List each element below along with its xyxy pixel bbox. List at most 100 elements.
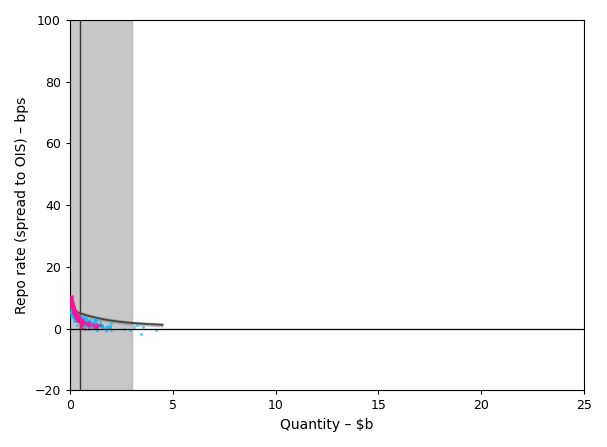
Point (66, 296, 76, 304)
Point (72, 315, 81, 322)
Point (78, 320, 88, 327)
Point (68, 311, 78, 318)
Point (119, 325, 129, 333)
Point (67, 301, 77, 308)
Point (68, 299, 78, 307)
Point (69, 305, 79, 312)
Point (73, 314, 83, 321)
Point (66, 298, 76, 305)
Point (75, 318, 85, 325)
Point (68, 303, 78, 310)
Point (75, 317, 85, 324)
Point (71, 315, 81, 322)
Point (67, 302, 77, 309)
Point (68, 300, 78, 308)
Point (80, 325, 90, 332)
Point (70, 309, 80, 316)
Point (66, 308, 76, 316)
Point (67, 301, 77, 308)
Point (90, 323, 100, 330)
Point (72, 312, 81, 319)
Point (78, 315, 88, 322)
Point (67, 297, 76, 304)
Point (88, 320, 98, 328)
Point (67, 311, 76, 318)
Point (67, 310, 77, 317)
Point (68, 304, 78, 312)
Point (81, 322, 91, 329)
Point (73, 314, 83, 321)
Point (84, 320, 93, 328)
Point (71, 312, 81, 320)
Point (72, 316, 82, 323)
Point (77, 319, 87, 326)
Point (83, 316, 93, 324)
Point (66, 296, 76, 303)
Point (68, 313, 78, 320)
Point (67, 308, 76, 316)
Point (126, 326, 135, 333)
Point (71, 312, 81, 319)
Point (67, 299, 76, 306)
Point (73, 315, 83, 322)
Point (72, 310, 82, 317)
Point (70, 308, 80, 315)
Point (82, 319, 92, 326)
Point (78, 320, 88, 327)
Point (73, 314, 83, 321)
Point (68, 303, 78, 310)
Point (69, 308, 79, 315)
Point (69, 306, 78, 313)
Point (70, 312, 80, 319)
Point (89, 317, 99, 324)
Point (67, 312, 76, 320)
Point (75, 313, 85, 320)
Point (78, 313, 88, 320)
Point (73, 315, 83, 322)
Point (68, 304, 78, 311)
Point (69, 310, 78, 317)
Point (72, 312, 81, 319)
Point (66, 297, 76, 304)
Point (92, 323, 101, 330)
Point (69, 310, 78, 317)
Point (80, 318, 89, 325)
Point (67, 299, 77, 307)
Point (75, 320, 85, 327)
Point (74, 313, 84, 320)
Point (84, 320, 93, 327)
Point (70, 310, 80, 317)
Point (72, 310, 81, 317)
Point (72, 312, 81, 319)
Point (84, 323, 94, 330)
Point (97, 324, 107, 331)
Point (91, 323, 101, 330)
Point (72, 311, 82, 318)
Point (66, 300, 76, 308)
Point (70, 308, 80, 316)
Point (67, 311, 76, 318)
Point (69, 309, 78, 316)
Point (70, 308, 80, 316)
Point (71, 311, 81, 318)
Point (67, 309, 77, 316)
Point (89, 322, 99, 329)
Point (78, 319, 87, 326)
Point (69, 304, 78, 312)
Point (69, 304, 79, 311)
Point (76, 314, 86, 321)
Point (68, 303, 78, 310)
Point (66, 309, 76, 316)
Point (73, 316, 83, 323)
Point (67, 299, 76, 306)
Point (72, 313, 81, 320)
Point (66, 296, 76, 303)
Point (70, 317, 80, 324)
Point (70, 313, 80, 320)
Point (92, 326, 102, 333)
Point (96, 322, 106, 329)
Point (72, 321, 82, 329)
Point (152, 326, 161, 333)
Point (69, 303, 78, 310)
Point (69, 311, 78, 318)
